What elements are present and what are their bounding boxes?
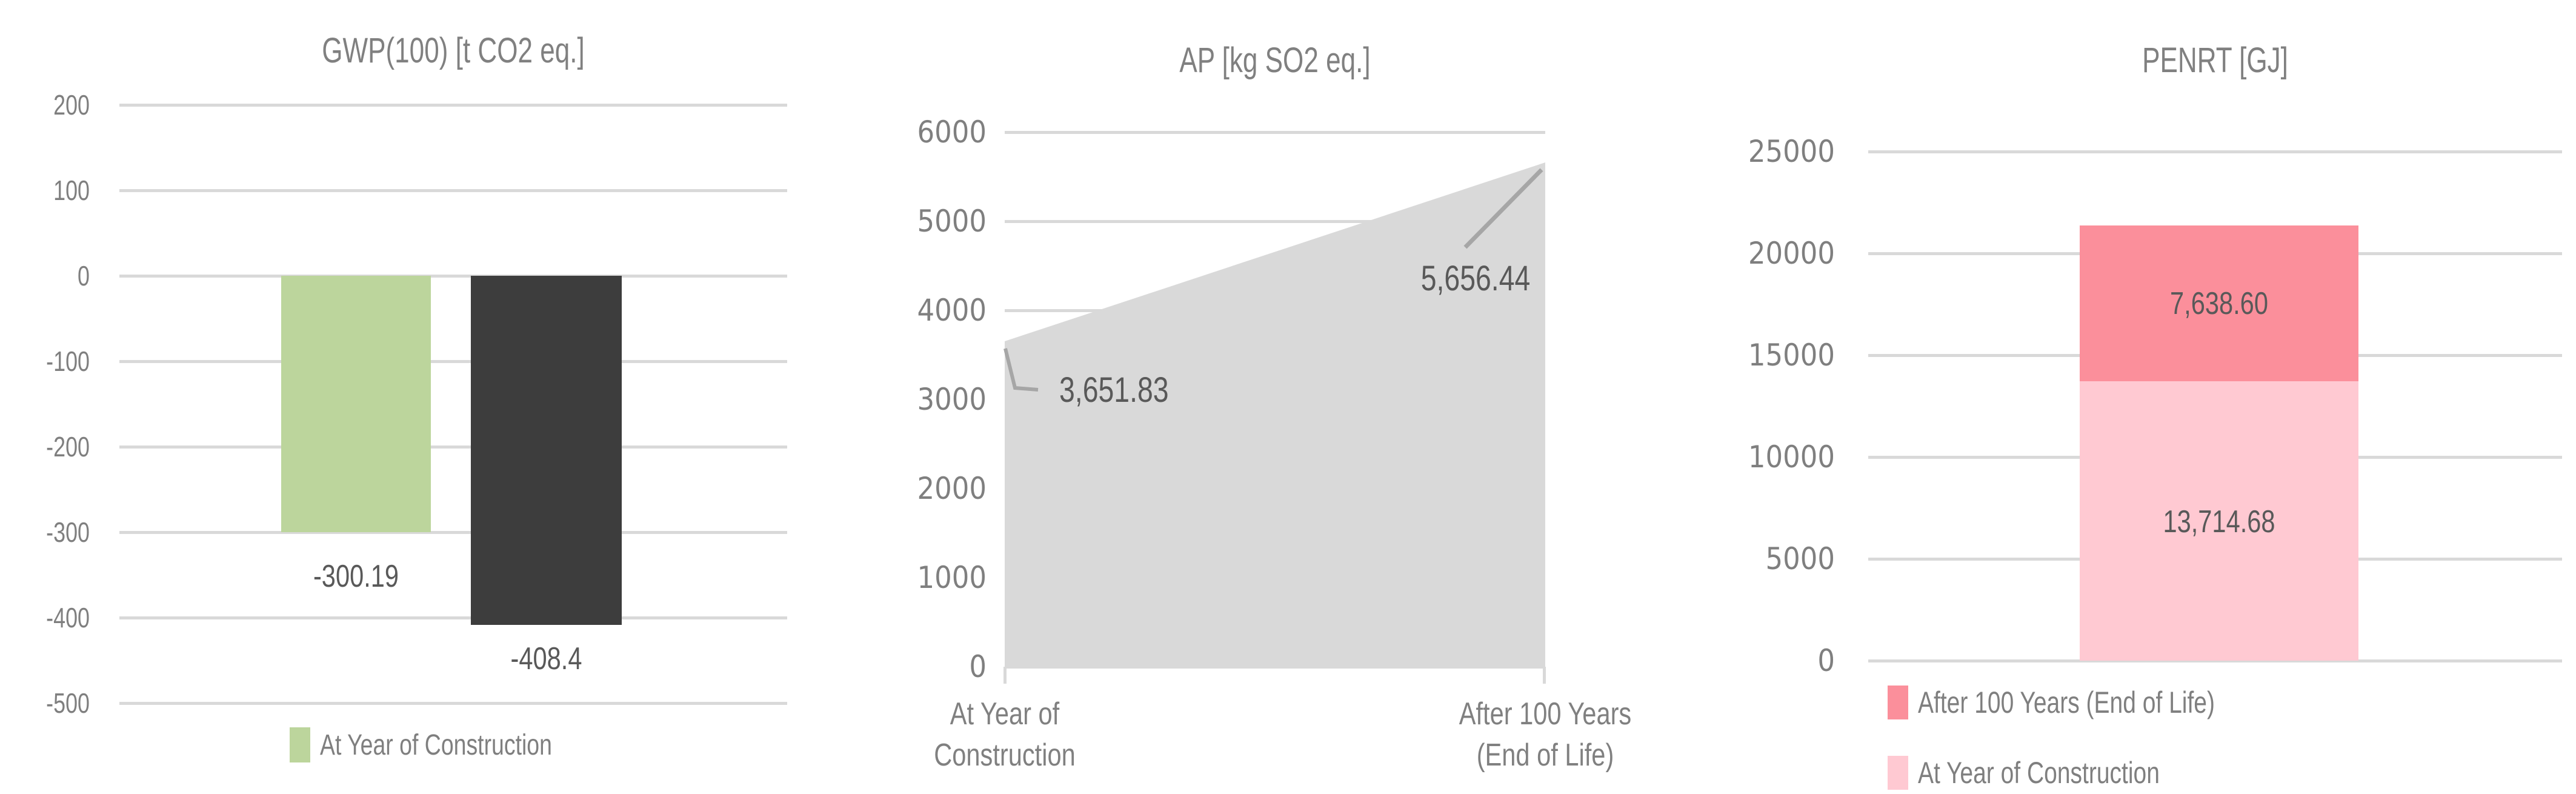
y-axis-tick: 10000	[1748, 439, 1835, 475]
gridline	[119, 702, 787, 705]
bar-segment-at-year-of-construction	[2080, 381, 2358, 661]
y-axis-tick: -200	[46, 431, 90, 462]
x-label-after-100-years: (End of Life)	[1476, 738, 1614, 773]
y-axis-tick: 25000	[1748, 134, 1835, 169]
y-axis-tick: 4000	[917, 293, 987, 328]
legend-swatch-icon	[1888, 686, 1908, 719]
y-axis-tick: 2000	[917, 471, 987, 506]
gridline	[1005, 666, 1545, 669]
gridline	[119, 189, 787, 192]
y-axis-tick: 6000	[917, 115, 987, 150]
value-label: 7,638.60	[2170, 286, 2268, 321]
gridline	[119, 616, 787, 619]
legend-swatch-icon	[289, 727, 310, 762]
y-axis-tick: 3000	[917, 382, 987, 417]
y-axis-tick: 100	[53, 175, 90, 206]
value-label: 3,651.83	[1059, 370, 1169, 410]
value-label: -408.4	[510, 641, 582, 676]
gridline	[119, 445, 787, 449]
bar-at-year-of-construction	[281, 276, 431, 532]
y-axis-tick: -400	[46, 602, 90, 633]
x-label-at-year-of-construction: Construction	[934, 738, 1076, 773]
gridline	[1868, 659, 2562, 662]
value-label: 13,714.68	[2163, 504, 2275, 539]
chart-gwp-title: GWP(100) [t CO2 eq.]	[322, 31, 585, 70]
y-axis-tick: -500	[46, 687, 90, 719]
legend: After 100 Years (End of Life)	[1888, 685, 2298, 720]
chart-penrt-title: PENRT [GJ]	[2142, 41, 2288, 80]
gridline	[119, 360, 787, 363]
chart-ap-title: AP [kg SO2 eq.]	[1179, 41, 1371, 80]
y-axis-tick: 20000	[1748, 236, 1835, 271]
bar-after-100-years	[471, 276, 622, 625]
value-label: 5,656.44	[1420, 259, 1531, 298]
legend-label: At Year of Construction	[1918, 756, 2160, 790]
y-axis-tick: 200	[53, 89, 90, 121]
bar-segment-after-100-years	[2080, 225, 2358, 381]
legend-label: At Year of Construction	[319, 729, 552, 761]
legend: At Year of Construction	[1888, 755, 2228, 790]
x-label-at-year-of-construction: At Year of	[950, 696, 1060, 732]
gridline	[1005, 131, 1545, 134]
gridline	[1868, 150, 2562, 153]
y-axis-tick: 0	[969, 649, 987, 684]
gridline	[119, 531, 787, 534]
x-label-after-100-years: After 100 Years	[1459, 696, 1632, 732]
y-axis-tick: -300	[46, 516, 90, 548]
y-axis-tick: 1000	[917, 560, 987, 595]
y-axis-tick: 0	[1817, 643, 1835, 678]
area-series-shape	[1005, 162, 1545, 667]
legend: At Year of Construction	[119, 726, 787, 764]
gridline	[119, 104, 787, 107]
callout-leader-line	[1463, 168, 1543, 249]
gridline	[119, 275, 787, 278]
gridline	[1005, 220, 1545, 223]
y-axis-tick: 5000	[1765, 541, 1835, 576]
y-axis-tick: 15000	[1748, 338, 1835, 373]
axis-tick-mark	[1543, 667, 1546, 684]
legend-swatch-icon	[1888, 756, 1908, 790]
y-axis-tick: 0	[78, 260, 90, 292]
area-plot	[1003, 162, 1545, 667]
legend-label: After 100 Years (End of Life)	[1918, 686, 2215, 719]
y-axis-tick: -100	[46, 345, 90, 377]
axis-tick-mark	[1003, 667, 1007, 684]
value-label: -300.19	[313, 559, 399, 594]
y-axis-tick: 5000	[917, 204, 987, 239]
callout-leader-line	[1003, 348, 1039, 392]
